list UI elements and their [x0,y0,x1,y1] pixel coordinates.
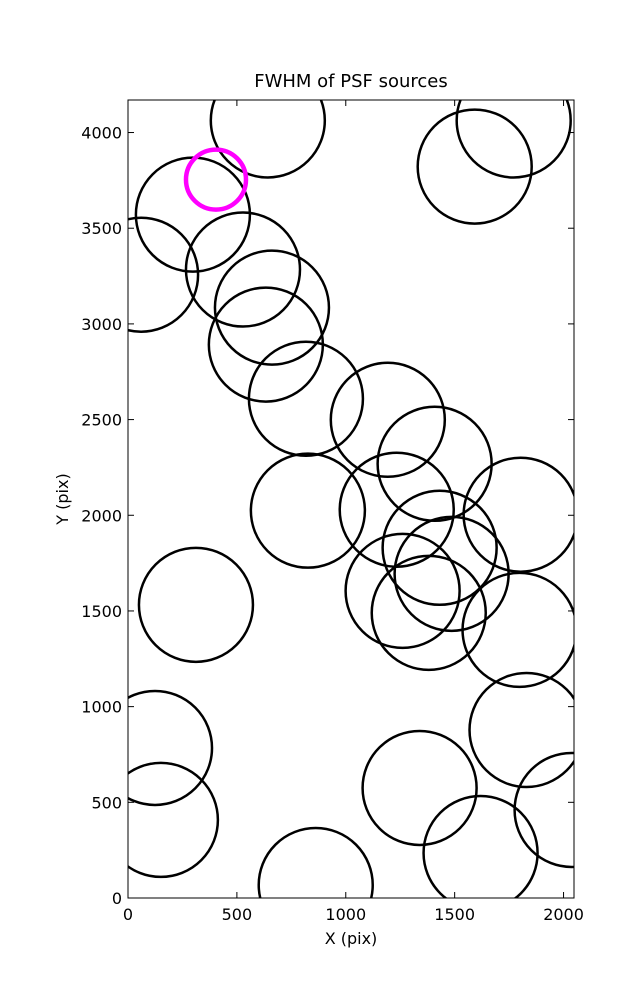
source-circle [128,761,220,879]
source-circle [422,794,539,898]
x-tick-label: 500 [222,905,253,924]
y-tick-label: 500 [91,793,122,812]
y-tick-label: 3500 [81,219,122,238]
source-circle [329,361,447,479]
source-circle [513,751,574,869]
y-tick-label: 1500 [81,602,122,621]
source-circle [137,546,255,664]
chart-title: FWHM of PSF sources [254,71,448,92]
source-circle [128,216,200,333]
source-circle [344,532,461,650]
y-tick-label: 4000 [81,124,122,143]
y-tick-label: 2500 [81,411,122,430]
source-circle [468,671,574,789]
source-circle [455,100,572,179]
source-circle [376,405,493,523]
plot-frame [127,99,575,899]
source-circle [257,826,374,898]
y-axis-label: Y (pix) [53,473,72,525]
x-tick-label: 1000 [325,905,366,924]
source-circle [247,340,365,457]
y-tick-label: 3000 [81,315,122,334]
source-circle [462,456,574,573]
y-tick-label: 2000 [81,506,122,525]
source-circle [209,100,327,179]
source-circle [183,147,249,212]
source-circle [461,571,574,689]
x-tick-label: 0 [123,905,133,924]
y-tick-label: 1000 [81,698,122,717]
source-circle [361,729,478,847]
x-tick-label: 1500 [434,905,475,924]
plot-area [128,100,574,898]
source-circle [207,286,325,403]
source-circle [184,211,302,328]
source-circle [381,489,498,607]
source-circle [416,108,533,225]
x-tick-label: 2000 [543,905,584,924]
source-circle [370,554,487,672]
source-circle [249,452,367,569]
x-axis-label: X (pix) [325,929,378,948]
source-circle [213,249,331,366]
y-tick-label: 0 [112,889,122,908]
source-circle [128,689,214,807]
